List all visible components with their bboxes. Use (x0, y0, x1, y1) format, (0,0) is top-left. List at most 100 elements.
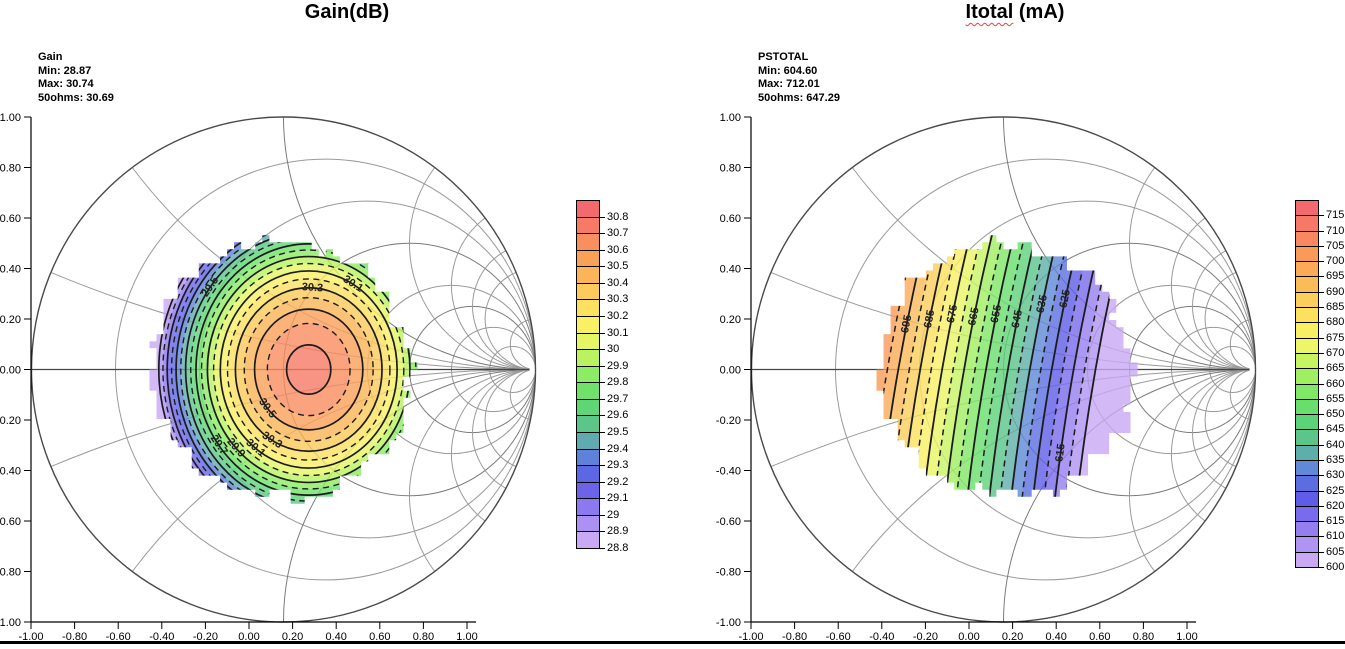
colorbar-label: 30.6 (607, 244, 629, 256)
contour-label: 655 (989, 304, 1004, 324)
colorbar-label: 29.3 (607, 459, 629, 471)
y-axis-tick-label: -1.00 (0, 617, 21, 629)
colorbar-cell (576, 465, 600, 483)
colorbar-label: 30.3 (607, 293, 629, 305)
x-axis-tick-label: 0.80 (413, 631, 434, 643)
colorbar-label: 29.6 (607, 409, 629, 421)
contour-label: 675 (945, 304, 960, 324)
colorbar-cell (1295, 429, 1319, 446)
stats-line: 50ohms: 647.29 (758, 91, 840, 104)
window-bottom-edge (0, 641, 1345, 644)
x-axis-tick-label: -0.60 (106, 631, 131, 643)
colorbar-tick (1318, 506, 1324, 507)
x-axis-tick-label: 0.00 (958, 631, 979, 643)
colorbar-label: 690 (1326, 286, 1345, 298)
colorbar-tick (1318, 445, 1324, 446)
colorbar-label: 29.1 (607, 492, 629, 504)
y-axis-tick-label: -0.60 (716, 516, 741, 528)
colorbar-tick (1318, 292, 1324, 293)
x-axis-tick-label: 1.00 (1176, 631, 1197, 643)
colorbar-label: 645 (1326, 423, 1345, 435)
colorbar-tick (1318, 429, 1324, 430)
x-axis-tick-label: -0.40 (869, 631, 894, 643)
colorbar-cell (1295, 246, 1319, 262)
colorbar-label: 29.9 (607, 360, 629, 372)
y-axis-tick-label: 1.00 (720, 112, 741, 124)
x-axis-tick-label: 0.00 (238, 631, 259, 643)
colorbar-label: 715 (1326, 209, 1345, 221)
contour-label: 615 (1053, 443, 1067, 463)
colorbar-label: 28.9 (607, 525, 629, 537)
colorbar-tick (599, 382, 605, 383)
colorbar-label: 655 (1326, 393, 1345, 405)
colorbar-tick (599, 515, 605, 516)
itotal-stats-block: PSTOTAL Min: 604.60 Max: 712.01 50ohms: 647… (758, 51, 840, 105)
contour-label: 625 (1057, 289, 1073, 309)
colorbar-cell (576, 399, 600, 416)
colorbar-tick (599, 333, 605, 334)
colorbar-tick (599, 548, 605, 549)
colorbar-cell (1295, 307, 1319, 323)
colorbar-cell (1295, 322, 1319, 339)
stats-line: Max: 30.74 (38, 78, 94, 90)
colorbar-tick (1318, 338, 1324, 339)
contour-labels: 695 685 675 665 655 645 635 625 615 (899, 289, 1073, 463)
colorbar-tick (1318, 552, 1324, 553)
stats-line: Gain (38, 51, 63, 63)
colorbar-cell (576, 200, 600, 218)
gain-stats-block: Gain Min: 28.87 Max: 30.74 50ohms: 30.69 (38, 51, 114, 105)
title-text: Gain(dB) (304, 1, 390, 23)
colorbar-label: 665 (1326, 362, 1345, 374)
colorbar-label: 710 (1326, 225, 1345, 237)
colorbar-tick (1318, 246, 1324, 247)
colorbar-cell (1295, 552, 1319, 568)
colorbar-cell (1295, 445, 1319, 461)
colorbar-cell (1295, 353, 1319, 369)
colorbar-tick (1318, 491, 1324, 492)
y-axis-tick-label: -1.00 (716, 617, 741, 629)
colorbar-tick (599, 432, 605, 433)
colorbar-tick (1318, 399, 1324, 400)
x-axis-tick-label: -0.20 (913, 631, 938, 643)
colorbar-tick (599, 349, 605, 350)
colorbar-label: 620 (1326, 500, 1345, 512)
colorbar-label: 695 (1326, 270, 1345, 282)
x-axis-tick-label: -0.40 (149, 631, 174, 643)
colorbar-cell (1295, 475, 1319, 492)
colorbar-tick (1318, 368, 1324, 369)
y-axis-tick-label: -0.60 (0, 516, 21, 528)
colorbar-cell (576, 415, 600, 433)
colorbar-tick (599, 316, 605, 317)
y-axis-tick-label: -0.80 (0, 567, 21, 579)
colorbar-label: 680 (1326, 316, 1345, 328)
colorbar-tick (599, 266, 605, 267)
colorbar-cell (576, 531, 600, 549)
colorbar-tick (1318, 307, 1324, 308)
colorbar-label: 625 (1326, 485, 1345, 497)
colorbar-cell (576, 333, 600, 350)
colorbar-tick (1318, 536, 1324, 537)
colorbar-label: 29.2 (607, 476, 629, 488)
colorbar-tick (1318, 460, 1324, 461)
x-axis-tick-label: -0.20 (193, 631, 218, 643)
colorbar-label: 30.1 (607, 327, 629, 339)
colorbar-tick (1318, 414, 1324, 415)
colorbar-cell (1295, 215, 1319, 232)
stats-line: Min: 604.60 (758, 64, 818, 77)
colorbar-tick (599, 482, 605, 483)
contour-label: 645 (1010, 309, 1025, 329)
contour-fills (149, 235, 418, 504)
colorbar-cell (576, 349, 600, 367)
y-axis-tick-label: 0.80 (720, 163, 741, 175)
colorbar-label: 29.4 (607, 443, 629, 455)
colorbar-cell (1295, 368, 1319, 385)
gain-plot[interactable]: 30.3 30.129.530.530.330.129.929.71.000.80… (0, 112, 540, 643)
colorbar-label: 615 (1326, 515, 1345, 527)
x-axis-tick-label: 0.20 (282, 631, 303, 643)
x-axis-tick-label: -1.00 (18, 631, 43, 643)
colorbar-cell (1295, 414, 1319, 430)
itotal-plot[interactable]: 695 685 675 665 655 645 635 625 615 1.00 0.80 0.60 0… (716, 112, 1260, 643)
colorbar-tick (1318, 521, 1324, 522)
y-axis-tick-label: 1.00 (0, 112, 21, 124)
colorbar-label: 29 (607, 509, 620, 521)
